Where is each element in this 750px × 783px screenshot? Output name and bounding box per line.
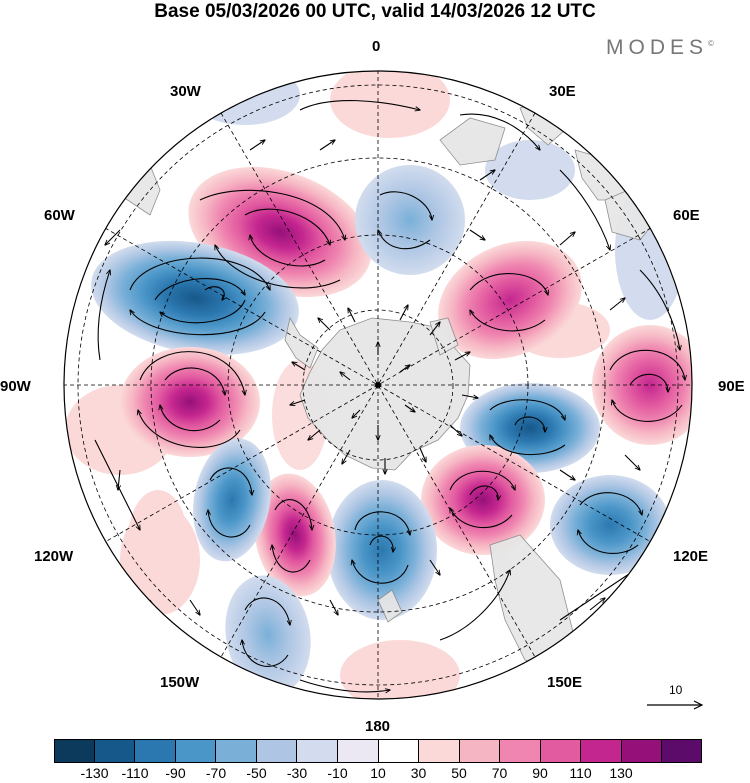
reference-arrow-icon [647,700,704,710]
lon-label-30e: 30E [549,83,576,100]
lon-label-90w: 90W [0,378,31,395]
colorbar-swatch-0 [54,739,95,763]
colorbar-swatch-7 [337,739,379,763]
south-pole-dot [375,382,381,388]
colorbar-tick-label: -70 [205,765,227,781]
colorbar-tick-label: -130 [80,765,109,781]
anomaly-pacific-negative [193,438,271,562]
anomaly-indian-negative [355,165,465,275]
colorbar-tick-label: -30 [286,765,308,781]
map-boundary [63,70,693,700]
lon-label-60e: 60E [673,207,700,224]
colorbar-tick-label: 30 [410,765,427,781]
colorbar-swatch-14 [621,739,663,763]
anomaly-east-indian-positive [592,325,692,445]
lon-label-150w: 150W [160,674,200,691]
wind-vectors [94,100,685,692]
colorbar-ticks: -130 -110 -90 -70 -50 -30 -10 10 30 50 70 90 110 130 [54,765,702,783]
colorbar-tick-label: 10 [370,765,386,781]
reference-vector-label: 10 [669,683,683,697]
antarctic-peninsula-land [284,316,319,369]
colorbar-swatch-8 [378,739,420,763]
colorbar-swatch-6 [297,739,338,763]
colorbar-swatch-4 [216,739,257,763]
lon-label-150e: 150E [547,674,583,691]
land-masses [117,99,661,669]
colorbar-swatch-15 [662,739,702,763]
colorbar-swatch-9 [419,739,460,763]
anomaly-ross-positive [421,445,545,555]
map-fields [64,71,692,699]
colorbar-tick-label: 110 [569,765,592,781]
lon-label-180: 180 [365,718,391,735]
brand-logo: MODES© [606,36,714,60]
colorbar-swatch-10 [459,739,501,763]
lon-label-90e: 90E [718,378,745,395]
colorbar-swatch-2 [135,739,176,763]
lon-label-60w: 60W [44,207,75,224]
lon-label-120w: 120W [34,548,74,565]
colorbar [54,739,702,763]
south-africa-land [439,117,506,166]
anomaly-south-pacific-negative [225,575,311,695]
colorbar-tick-label: 90 [532,765,548,781]
colorbar-swatch-5 [256,739,298,763]
lon-label-0: 0 [372,38,381,55]
colorbar-tick-label: -50 [246,765,267,781]
colorbar-swatch-13 [581,739,622,763]
colorbar-swatch-1 [94,739,136,763]
colorbar-tick-label: 50 [451,765,467,781]
colorbar-tick-label: 130 [609,765,633,781]
lon-label-120e: 120E [673,548,709,565]
anomaly-tasman-negative [550,475,670,575]
colorbar-swatch-12 [540,739,582,763]
colorbar-tick-label: -110 [121,765,149,781]
anomaly-amundsen-positive [254,473,336,597]
colorbar-tick-label: -90 [165,765,186,781]
new-zealand-land [377,589,403,623]
anomaly-ross-negative [327,480,437,620]
colorbar-tick-label: -10 [327,765,348,781]
reference-vector: 10 [645,683,705,713]
colorbar-tick-label: 70 [491,765,508,781]
chart-title: Base 05/03/2026 00 UTC, valid 14/03/2026… [154,1,596,22]
colorbar-swatch-3 [175,739,217,763]
brand-name: MODES [606,36,709,59]
lon-label-30w: 30W [170,83,201,100]
copyright-mark: © [708,39,714,48]
colorbar-swatch-11 [500,739,541,763]
